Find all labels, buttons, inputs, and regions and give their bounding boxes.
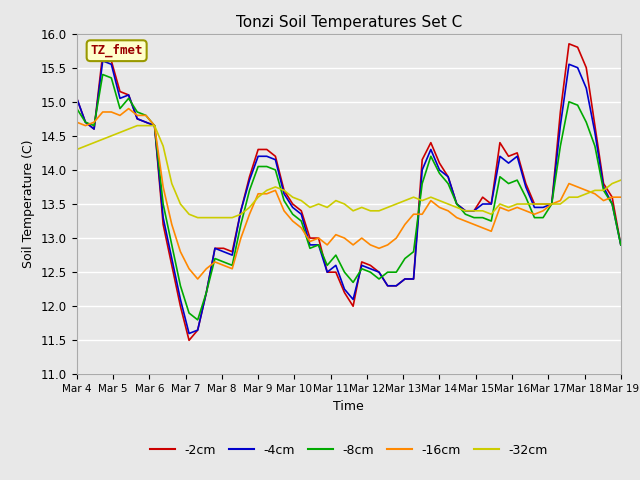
-2cm — [427, 140, 435, 145]
X-axis label: Time: Time — [333, 400, 364, 413]
-4cm — [358, 263, 365, 268]
-4cm — [444, 174, 452, 180]
-8cm — [150, 123, 158, 129]
-8cm — [444, 180, 452, 186]
-32cm — [392, 201, 400, 207]
-16cm — [444, 208, 452, 214]
-32cm — [617, 177, 625, 183]
-2cm — [617, 242, 625, 248]
-2cm — [349, 303, 357, 309]
-4cm — [436, 167, 444, 173]
-16cm — [73, 120, 81, 125]
-32cm — [436, 198, 444, 204]
-32cm — [194, 215, 202, 220]
-16cm — [392, 235, 400, 241]
Line: -2cm: -2cm — [77, 44, 621, 340]
-16cm — [315, 235, 323, 241]
-8cm — [617, 242, 625, 248]
-2cm — [384, 283, 392, 288]
Text: TZ_fmet: TZ_fmet — [90, 44, 143, 58]
-2cm — [306, 235, 314, 241]
-8cm — [358, 266, 365, 272]
-2cm — [142, 120, 150, 125]
-8cm — [315, 242, 323, 248]
-16cm — [617, 194, 625, 200]
-16cm — [436, 204, 444, 210]
-4cm — [150, 123, 158, 129]
-2cm — [73, 96, 81, 101]
Line: -16cm: -16cm — [77, 108, 621, 279]
-8cm — [73, 106, 81, 111]
-4cm — [315, 242, 323, 248]
-4cm — [185, 331, 193, 336]
-16cm — [125, 106, 132, 111]
-32cm — [358, 204, 365, 210]
-4cm — [99, 58, 106, 64]
Line: -32cm: -32cm — [77, 126, 621, 217]
-8cm — [436, 170, 444, 176]
Y-axis label: Soil Temperature (C): Soil Temperature (C) — [22, 140, 35, 268]
-16cm — [194, 276, 202, 282]
-32cm — [315, 201, 323, 207]
-32cm — [133, 123, 141, 129]
-32cm — [150, 123, 158, 129]
-32cm — [444, 201, 452, 207]
Line: -8cm: -8cm — [77, 74, 621, 320]
Legend: -2cm, -4cm, -8cm, -16cm, -32cm: -2cm, -4cm, -8cm, -16cm, -32cm — [145, 439, 553, 462]
-16cm — [358, 235, 365, 241]
-32cm — [73, 146, 81, 152]
Title: Tonzi Soil Temperatures Set C: Tonzi Soil Temperatures Set C — [236, 15, 462, 30]
-2cm — [565, 41, 573, 47]
-8cm — [194, 317, 202, 323]
-2cm — [436, 160, 444, 166]
Line: -4cm: -4cm — [77, 61, 621, 334]
-4cm — [392, 283, 400, 288]
-8cm — [99, 72, 106, 77]
-4cm — [617, 242, 625, 248]
-4cm — [73, 96, 81, 101]
-2cm — [185, 337, 193, 343]
-16cm — [150, 123, 158, 129]
-8cm — [392, 269, 400, 275]
